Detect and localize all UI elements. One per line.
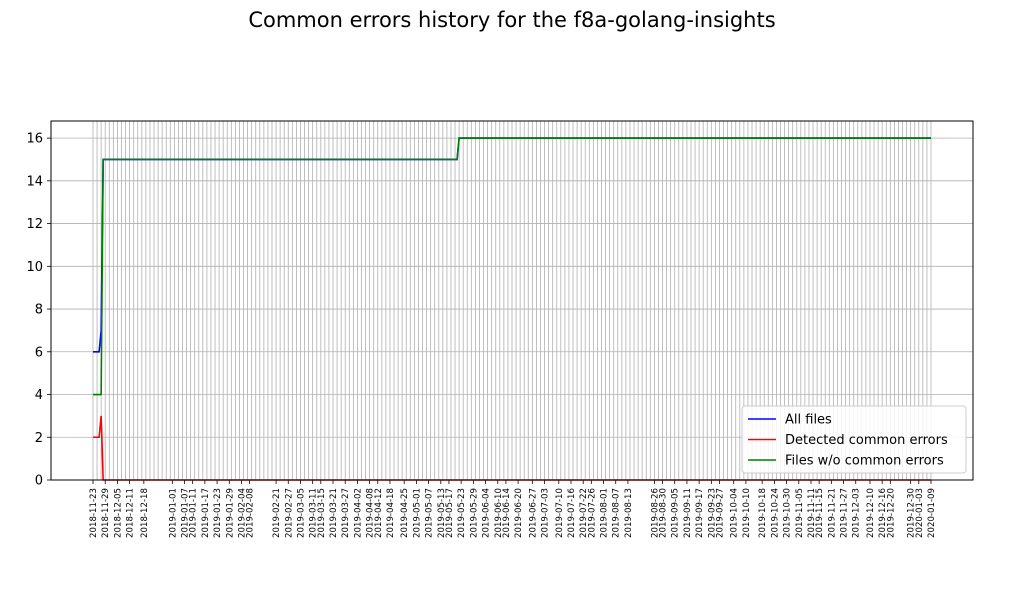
x-tick-label: 2018-11-29 — [101, 488, 111, 538]
x-tick-label: 2019-06-10 — [494, 488, 504, 538]
x-tick-label: 2019-01-07 — [181, 488, 191, 538]
x-tick-label: 2019-12-30 — [907, 488, 917, 538]
x-tick-label: 2019-01-23 — [213, 488, 223, 538]
x-tick-label: 2019-09-27 — [715, 488, 725, 538]
x-tick-label: 2019-04-08 — [366, 488, 376, 538]
x-tick-label: 2019-08-26 — [650, 488, 660, 538]
x-tick-label: 2019-01-11 — [189, 488, 199, 538]
x-tick-label: 2019-04-02 — [353, 488, 363, 538]
x-tick-label: 2019-07-03 — [541, 488, 551, 538]
x-tick-label: 2019-11-27 — [840, 488, 850, 538]
x-tick-label: 2019-02-27 — [284, 488, 294, 538]
x-tick-label: 2019-06-14 — [502, 488, 512, 538]
x-tick-label: 2019-05-07 — [425, 488, 435, 538]
y-tick-label: 10 — [26, 260, 43, 275]
x-tick-label: 2019-01-29 — [225, 488, 235, 538]
y-tick-label: 12 — [26, 217, 43, 232]
x-tick-label: 2020-01-09 — [927, 488, 937, 538]
x-tick-label: 2019-10-30 — [783, 488, 793, 538]
x-tick-label: 2019-09-05 — [671, 488, 681, 538]
legend-box — [741, 405, 967, 474]
x-tick-label: 2019-10-04 — [730, 488, 740, 538]
y-tick-label: 8 — [35, 303, 43, 318]
x-tick-label: 2019-03-15 — [317, 488, 327, 538]
x-tick-label: 2019-06-27 — [528, 488, 538, 538]
x-tick-label: 2019-11-05 — [795, 488, 805, 538]
chart-title: Common errors history for the f8a-golang… — [248, 8, 776, 32]
legend-label: All files — [785, 413, 832, 428]
x-tick-label: 2019-01-17 — [201, 488, 211, 538]
x-tick-label: 2019-10-10 — [742, 488, 752, 538]
x-tick-label: 2019-12-16 — [878, 488, 888, 538]
x-tick-label: 2019-08-13 — [624, 488, 634, 538]
x-tick-label: 2019-07-22 — [579, 488, 589, 538]
x-tick-label: 2019-09-17 — [695, 488, 705, 538]
x-tick-label: 2019-12-10 — [866, 488, 876, 538]
x-tick-label: 2018-12-11 — [126, 488, 136, 538]
x-tick-label: 2019-07-26 — [587, 488, 597, 538]
x-tick-label: 2019-05-29 — [469, 488, 479, 538]
x-tick-label: 2019-05-01 — [412, 488, 422, 538]
x-tick-label: 2019-08-30 — [659, 488, 669, 538]
x-tick-label: 2019-03-05 — [296, 488, 306, 538]
x-tick-label: 2019-03-27 — [341, 488, 351, 538]
x-tick-label: 2019-12-20 — [886, 488, 896, 538]
x-tick-label: 2019-05-13 — [437, 488, 447, 538]
x-tick-label: 2019-09-11 — [683, 488, 693, 538]
x-tick-label: 2019-10-24 — [770, 488, 780, 538]
x-tick-label: 2019-03-11 — [309, 488, 319, 538]
legend-label: Detected common errors — [785, 433, 948, 448]
x-tick-label: 2019-09-23 — [707, 488, 717, 538]
x-tick-labels: 2018-11-23 2018-11-29 2018-12-05 2018-12-11… — [89, 480, 937, 538]
y-tick-label: 0 — [35, 474, 43, 489]
x-tick-label: 2018-12-05 — [113, 488, 123, 538]
x-tick-label: 2019-07-16 — [567, 488, 577, 538]
x-tick-label: 2019-02-21 — [272, 488, 282, 538]
plot-frame — [50, 120, 974, 481]
x-tick-label: 2019-07-10 — [555, 488, 565, 538]
x-tick-label: 2019-10-18 — [758, 488, 768, 538]
x-tick-label: 2019-01-01 — [168, 488, 178, 538]
x-tick-label: 2019-04-12 — [374, 488, 384, 538]
legend-label: Files w/o common errors — [785, 454, 944, 469]
x-tick-label: 2018-12-18 — [140, 488, 150, 538]
x-tick-label: 2019-04-18 — [386, 488, 396, 538]
x-tick-label: 2019-06-20 — [514, 488, 524, 538]
x-tick-label: 2020-01-03 — [915, 488, 925, 538]
x-tick-label: 2019-03-21 — [329, 488, 339, 538]
x-tick-label: 2019-08-07 — [612, 488, 622, 538]
x-tick-label: 2019-11-15 — [815, 488, 825, 538]
x-tick-label: 2019-02-08 — [246, 488, 256, 538]
x-tick-label: 2019-11-21 — [827, 488, 837, 538]
x-tick-label: 2019-11-11 — [807, 488, 817, 538]
y-tick-label: 4 — [35, 388, 43, 403]
x-tick-label: 2019-08-01 — [600, 488, 610, 538]
y-tick-label: 14 — [26, 174, 43, 189]
legend: All files Detected common errors Files w/o… — [741, 405, 967, 474]
x-tick-label: 2019-06-04 — [482, 488, 492, 538]
x-tick-label: 2019-04-25 — [400, 488, 410, 538]
x-tick-label: 2019-12-03 — [852, 488, 862, 538]
x-tick-label: 2019-05-23 — [457, 488, 467, 538]
x-tick-label: 2018-11-23 — [89, 488, 99, 538]
y-tick-label: 6 — [35, 345, 43, 360]
x-tick-label: 2019-02-04 — [237, 488, 247, 538]
y-tick-label: 2 — [35, 431, 43, 446]
x-tick-label: 2019-05-17 — [445, 488, 455, 538]
y-tick-label: 16 — [26, 132, 43, 147]
series-line — [93, 137, 931, 396]
